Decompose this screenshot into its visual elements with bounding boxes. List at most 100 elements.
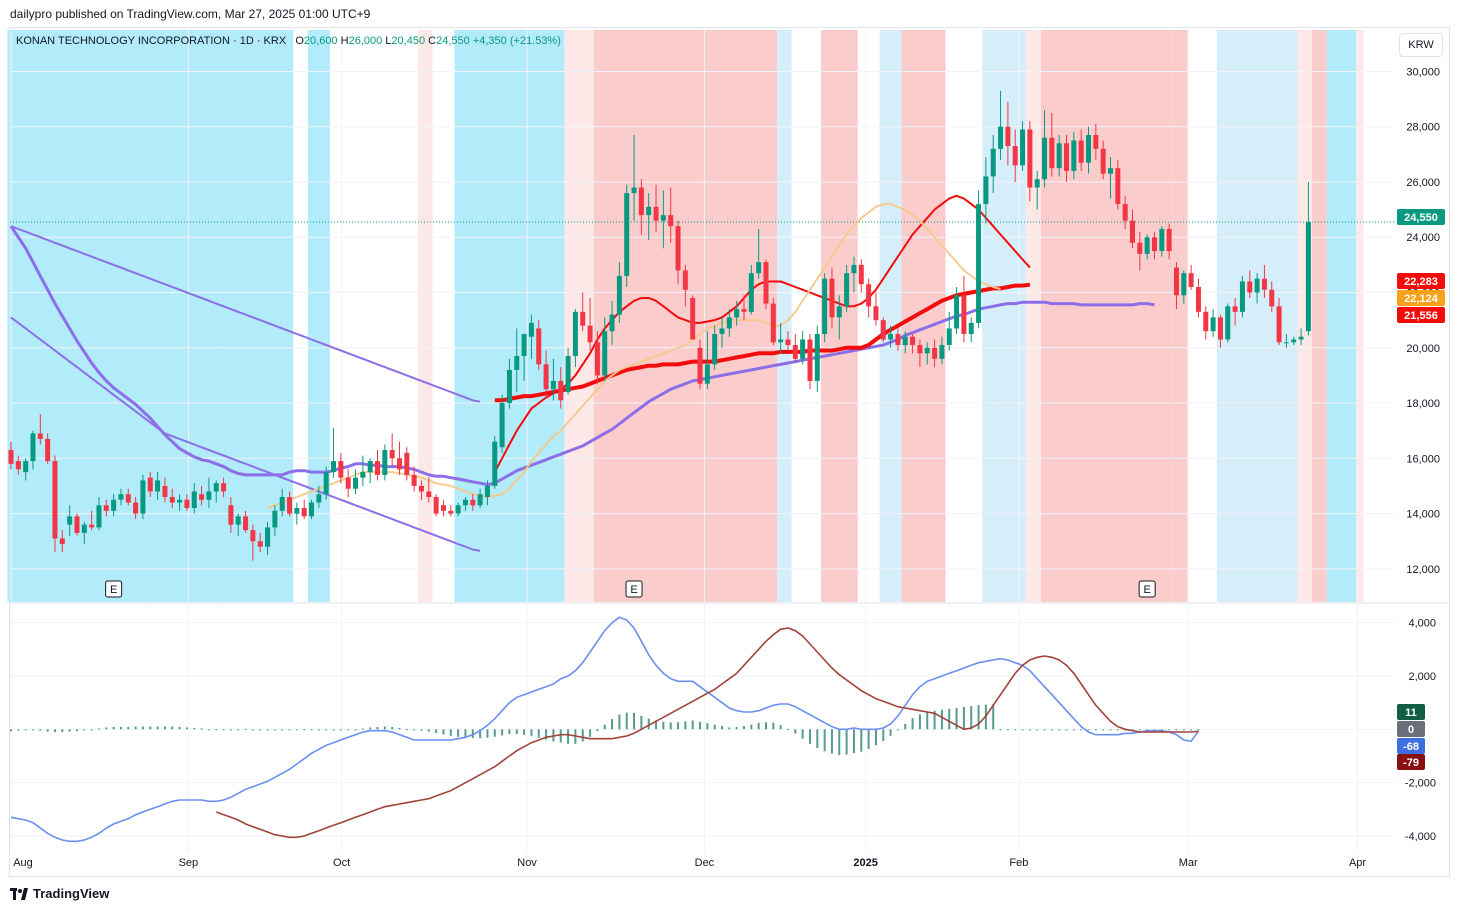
candle-body bbox=[89, 524, 95, 528]
time-tick-label: Oct bbox=[333, 857, 350, 869]
candle-body bbox=[844, 273, 850, 307]
background-band bbox=[564, 30, 594, 602]
macd-histogram-bar bbox=[618, 714, 621, 730]
price-badge-label: 22,124 bbox=[1404, 293, 1439, 305]
candle-body bbox=[880, 320, 886, 340]
candle-body bbox=[543, 364, 549, 390]
time-tick-label: Nov bbox=[517, 857, 537, 869]
candle-body bbox=[704, 364, 710, 384]
macd-histogram-bar bbox=[141, 726, 144, 730]
macd-histogram-bar bbox=[17, 729, 20, 731]
macd-histogram-bar bbox=[391, 727, 394, 730]
candle-body bbox=[411, 474, 417, 486]
indicator-line bbox=[267, 203, 1001, 509]
candle-body bbox=[998, 126, 1004, 149]
macd-histogram-bar bbox=[171, 726, 174, 730]
macd-histogram-bar bbox=[904, 723, 907, 730]
macd-histogram-bar bbox=[1058, 729, 1061, 731]
macd-histogram-bar bbox=[112, 727, 115, 730]
candle-body bbox=[587, 325, 593, 343]
macd-histogram-bar bbox=[207, 729, 210, 731]
candle-body bbox=[624, 193, 630, 276]
candle-body bbox=[111, 499, 117, 511]
macd-histogram-bar bbox=[728, 727, 731, 730]
candle-body bbox=[45, 438, 51, 462]
background-band bbox=[1040, 30, 1173, 602]
currency-selector[interactable]: KRW bbox=[1399, 33, 1443, 57]
candle-body bbox=[829, 278, 835, 318]
candle-body bbox=[1005, 126, 1011, 147]
candle-body bbox=[272, 510, 278, 528]
candle-body bbox=[191, 491, 197, 509]
macd-histogram-bar bbox=[1175, 729, 1178, 731]
macd-histogram-bar bbox=[625, 712, 628, 730]
macd-histogram-bar bbox=[90, 729, 93, 731]
macd-histogram-bar bbox=[1094, 729, 1097, 731]
candle-body bbox=[96, 505, 102, 528]
candle-body bbox=[1144, 237, 1150, 254]
candle-body bbox=[345, 477, 351, 489]
macd-histogram-bar bbox=[273, 729, 276, 731]
candle-body bbox=[822, 278, 828, 334]
candle-body bbox=[177, 499, 183, 503]
macd-histogram-bar bbox=[684, 721, 687, 730]
macd-histogram-bar bbox=[295, 729, 298, 731]
background-band bbox=[454, 30, 565, 602]
chart-legend: KONAN TECHNOLOGY INCORPORATION · 1D · KR… bbox=[16, 35, 561, 47]
macd-badge bbox=[1397, 738, 1425, 754]
candle-body bbox=[353, 477, 359, 489]
candle-body bbox=[279, 496, 285, 511]
background-band bbox=[7, 30, 147, 602]
candle-body bbox=[382, 450, 388, 475]
macd-histogram-bar bbox=[559, 729, 562, 743]
legend-close-label: C bbox=[428, 35, 437, 47]
candle-body bbox=[836, 306, 842, 318]
macd-histogram-bar bbox=[757, 722, 760, 730]
macd-histogram-bar bbox=[61, 729, 64, 733]
macd-histogram-bar bbox=[567, 729, 570, 744]
macd-histogram-bar bbox=[589, 729, 592, 737]
macd-histogram-bar bbox=[193, 727, 196, 730]
candle-body bbox=[675, 226, 681, 271]
macd-histogram-bar bbox=[1065, 729, 1068, 731]
candle-body bbox=[565, 356, 571, 392]
candle-body bbox=[1020, 129, 1026, 166]
candle-body bbox=[1137, 242, 1143, 254]
macd-histogram-bar bbox=[1050, 729, 1053, 731]
price-tick-label: 18,000 bbox=[1406, 398, 1440, 410]
candle-body bbox=[917, 345, 923, 354]
candle-body bbox=[506, 369, 512, 404]
macd-histogram-bar bbox=[1087, 729, 1090, 731]
candle-body bbox=[265, 527, 271, 547]
macd-histogram-bar bbox=[596, 729, 599, 732]
price-badge bbox=[1397, 307, 1445, 323]
macd-histogram-bar bbox=[830, 729, 833, 754]
candle-body bbox=[961, 295, 967, 334]
candle-body bbox=[866, 284, 872, 307]
time-axis: Aug Sep Oct Nov Dec 2025 Feb Mar Apr bbox=[13, 857, 1366, 869]
macd-tick-label: -4,000 bbox=[1405, 831, 1436, 843]
macd-histogram-bar bbox=[259, 729, 262, 731]
time-tick-label: Apr bbox=[1349, 857, 1366, 869]
candle-body bbox=[59, 538, 65, 544]
candle-body bbox=[375, 461, 380, 475]
candle-body bbox=[67, 516, 73, 525]
candle-body bbox=[316, 494, 322, 503]
tradingview-footer[interactable]: TradingView bbox=[10, 886, 109, 901]
candle-body bbox=[396, 458, 402, 470]
candle-body bbox=[1122, 204, 1128, 221]
candle-body bbox=[697, 347, 703, 384]
candle-body bbox=[550, 380, 556, 390]
candle-body bbox=[52, 461, 58, 539]
legend-symbol: KONAN TECHNOLOGY INCORPORATION · 1D · KR… bbox=[16, 35, 287, 47]
candle-body bbox=[1291, 339, 1297, 343]
macd-histogram-bar bbox=[1168, 729, 1171, 731]
candle-body bbox=[1181, 273, 1187, 296]
candle-body bbox=[250, 530, 256, 542]
macd-histogram-bar bbox=[508, 729, 511, 734]
candle-body bbox=[287, 496, 293, 514]
time-tick-label: Mar bbox=[1179, 857, 1198, 869]
macd-histogram-bar bbox=[933, 710, 936, 730]
candle-body bbox=[323, 472, 329, 495]
